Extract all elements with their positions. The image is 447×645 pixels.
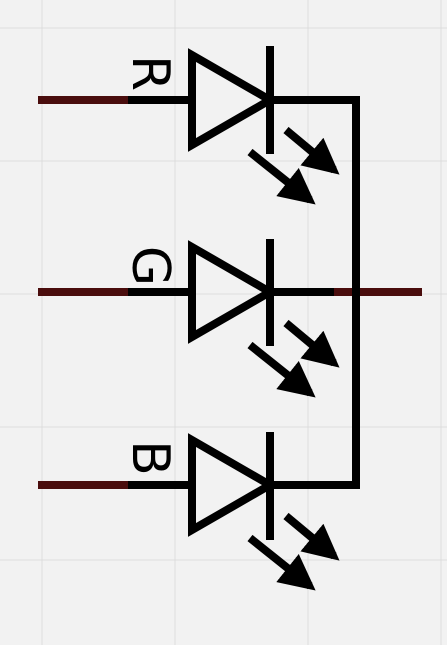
led-g — [188, 239, 340, 398]
pin-label-r: R — [120, 55, 180, 91]
pin-labels: R G B — [120, 55, 180, 476]
led-r — [188, 46, 340, 205]
wires — [128, 96, 360, 489]
emission-arrow-icon — [283, 319, 340, 368]
emission-arrow-icon — [283, 512, 340, 561]
emission-arrow-icon — [247, 534, 316, 591]
emission-arrow-icon — [247, 148, 316, 205]
diode-triangle — [188, 48, 279, 152]
pin-label-b: B — [120, 440, 180, 476]
pin-stubs — [38, 96, 422, 489]
pin-label-g: G — [120, 246, 180, 286]
emission-arrow-icon — [283, 126, 340, 175]
led-b — [188, 432, 340, 591]
common-bus — [270, 96, 360, 489]
emission-arrow-icon — [247, 341, 316, 398]
diode-triangle — [188, 240, 279, 344]
diode-triangle — [188, 433, 279, 537]
